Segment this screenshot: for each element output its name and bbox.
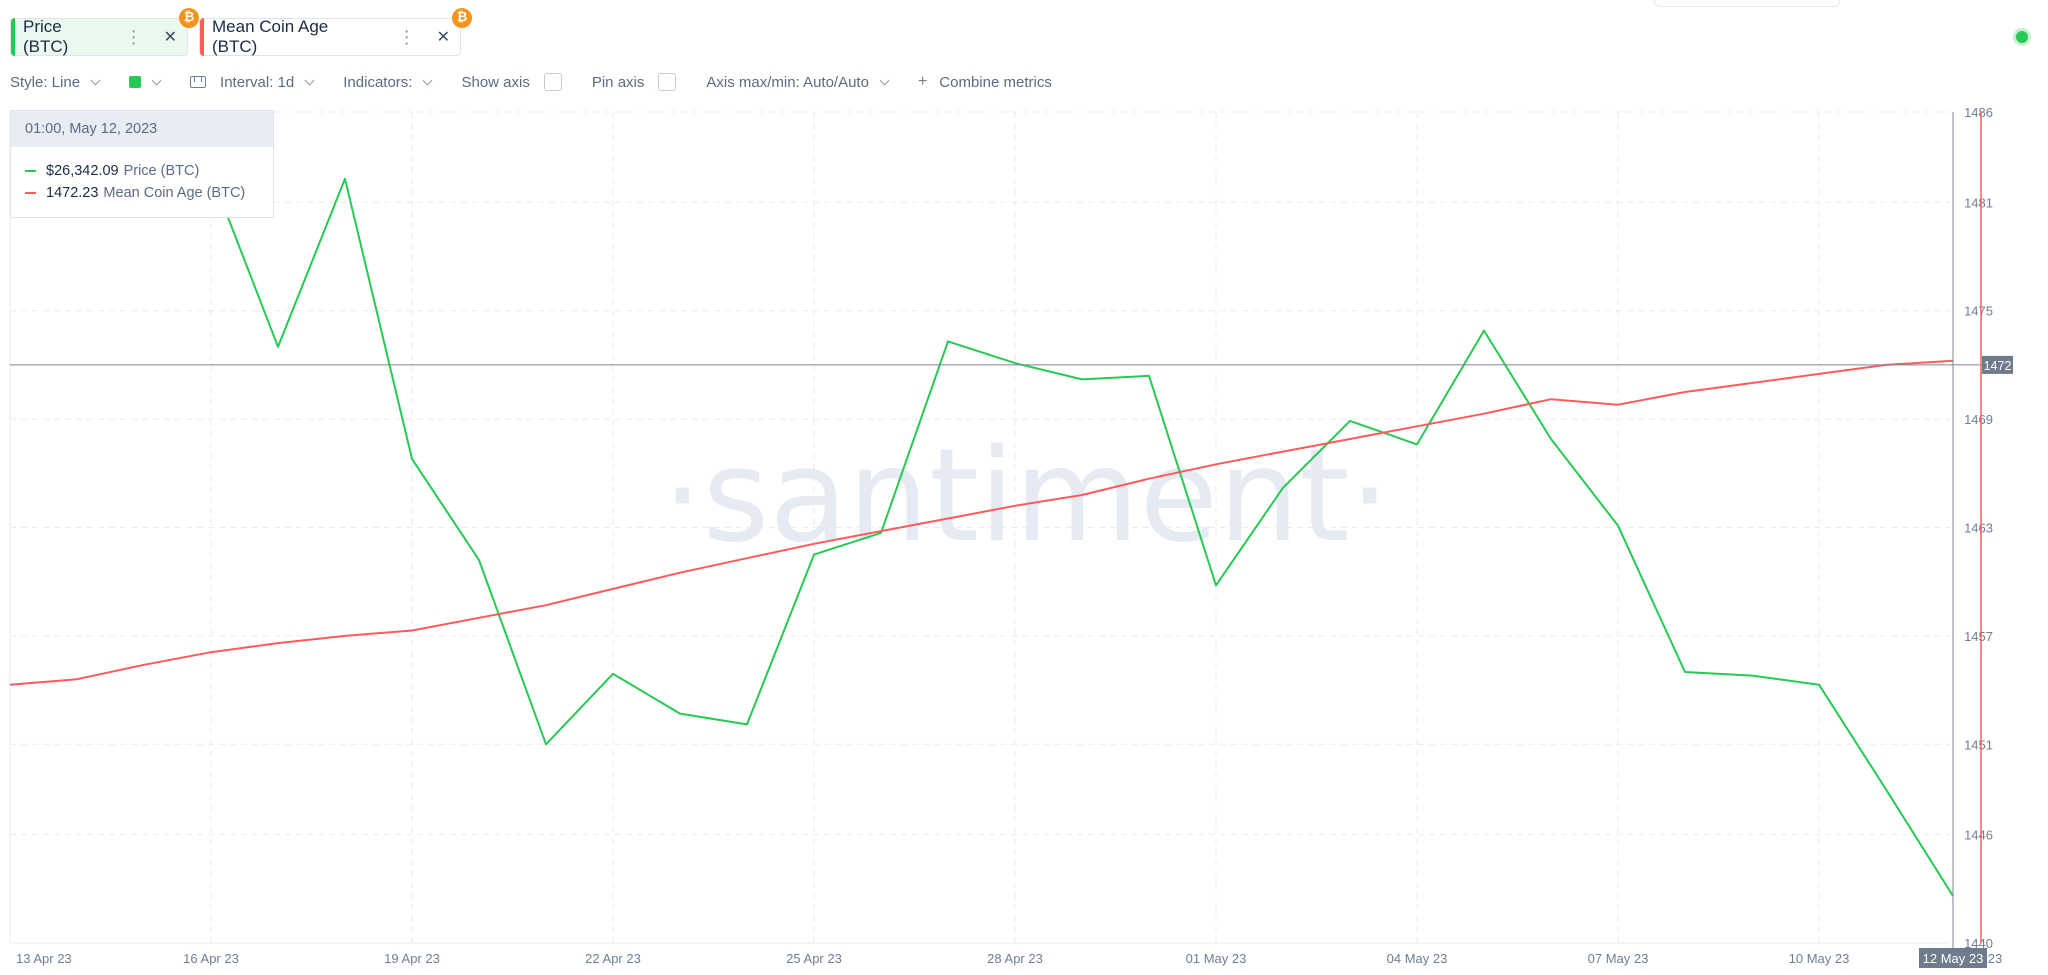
series-color-marker xyxy=(25,192,36,194)
current-date-label: 12 May 23 xyxy=(1923,951,1984,966)
x-axis-edge-label: 23 xyxy=(1988,951,2002,966)
x-axis-tick-label: 25 Apr 23 xyxy=(786,951,842,966)
x-axis-tick-label: 07 May 23 xyxy=(1588,951,1649,966)
x-axis-tick-label: 13 Apr 23 xyxy=(16,951,72,966)
tooltip-price-name: Price (BTC) xyxy=(123,163,200,179)
combine-metrics-label: Combine metrics xyxy=(939,73,1052,91)
x-axis-tick-label: 04 May 23 xyxy=(1387,951,1448,966)
bitcoin-icon: ₿ xyxy=(452,8,472,28)
tooltip-price-value: $26,342.09 xyxy=(46,163,119,179)
price-line xyxy=(210,173,1954,897)
x-axis-tick-label: 10 May 23 xyxy=(1789,951,1850,966)
pin-axis-checkbox[interactable] xyxy=(658,73,677,91)
y-axis-tick-label: 1451 xyxy=(1964,737,1993,752)
tooltip-age-name: Mean Coin Age (BTC) xyxy=(103,185,246,201)
y-axis-tick-label: 1486 xyxy=(1964,105,1993,120)
show-axis-label: Show axis xyxy=(461,73,530,91)
x-axis-tick-label: 19 Apr 23 xyxy=(384,951,440,966)
hover-tooltip: 01:00, May 12, 2023 $26,342.09 Price (BT… xyxy=(10,110,274,218)
interval-icon xyxy=(190,76,207,88)
combine-metrics-button[interactable]: + Combine metrics xyxy=(918,73,1052,91)
santiment-watermark: ·santiment· xyxy=(662,422,1390,571)
metric-color-bar xyxy=(11,18,15,56)
style-label: Style: Line xyxy=(10,73,81,91)
chart-axes: 1486 1481 1475 1469 1463 1457 1451 1446 1440 13 A… xyxy=(10,105,2013,968)
y-axis-tick-label: 1481 xyxy=(1964,195,1993,210)
y-axis-tick-label: 1457 xyxy=(1964,629,1993,644)
y-axis-tick-label: 1469 xyxy=(1964,412,1993,427)
chart-grid xyxy=(9,111,1950,944)
interval-label: Interval: 1d xyxy=(220,73,295,91)
tooltip-row-price: $26,342.09 Price (BTC) xyxy=(25,163,199,179)
indicators-dropdown[interactable]: Indicators: xyxy=(343,73,433,91)
close-icon[interactable]: ✕ xyxy=(436,29,450,46)
mean-coin-age-line xyxy=(9,359,1954,686)
style-dropdown[interactable]: Style: Line xyxy=(10,73,101,91)
y-axis-tick-label: 1463 xyxy=(1964,521,1993,536)
x-axis-tick-label: 01 May 23 xyxy=(1186,951,1247,966)
close-icon[interactable]: ✕ xyxy=(163,29,177,46)
indicators-label: Indicators: xyxy=(343,73,413,91)
show-axis-checkbox[interactable] xyxy=(543,73,562,91)
tooltip-date: 01:00, May 12, 2023 xyxy=(11,111,273,147)
color-swatch xyxy=(129,76,142,88)
show-axis-toggle[interactable]: Show axis xyxy=(461,73,562,91)
series-color-marker xyxy=(25,170,36,172)
axis-maxmin-dropdown[interactable]: Axis max/min: Auto/Auto xyxy=(706,73,890,91)
chart-series xyxy=(9,173,1954,897)
bitcoin-icon: ₿ xyxy=(179,8,199,28)
x-axis-tick-label: 22 Apr 23 xyxy=(585,951,641,966)
metric-color-bar xyxy=(200,18,204,56)
tooltip-age-value: 1472.23 xyxy=(46,185,99,201)
metric-label: Mean Coin Age (BTC) xyxy=(212,17,329,56)
pin-axis-label: Pin axis xyxy=(591,73,645,91)
current-value-label: 1472 xyxy=(1984,359,2012,373)
axis-maxmin-label: Axis max/min: Auto/Auto xyxy=(706,73,869,91)
y-axis-tick-label: 1440 xyxy=(1964,936,1993,951)
current-value-badge xyxy=(1982,355,2013,374)
x-axis-tick-label: 16 Apr 23 xyxy=(183,951,239,966)
metric-label: Price (BTC) xyxy=(23,17,69,56)
tooltip-row-mean-coin-age: 1472.23 Mean Coin Age (BTC) xyxy=(25,185,245,201)
plus-icon: + xyxy=(917,73,928,90)
chart-toolbar: Style: Line Interval: 1d Indicators: Sho… xyxy=(10,72,1082,92)
metric-tab-price[interactable]: Price (BTC) ⋮ ✕ ₿ xyxy=(10,8,199,56)
live-status-dot xyxy=(2016,31,2028,43)
pin-axis-toggle[interactable]: Pin axis xyxy=(592,73,677,91)
color-picker[interactable] xyxy=(129,75,162,88)
more-options-icon[interactable]: ⋮ xyxy=(397,26,416,47)
y-axis-tick-label: 1446 xyxy=(1964,828,1993,843)
y-axis-tick-label: 1475 xyxy=(1964,304,1993,319)
x-axis-tick-label: 28 Apr 23 xyxy=(987,951,1043,966)
interval-dropdown[interactable]: Interval: 1d xyxy=(190,73,315,91)
metric-tab-mean-coin-age[interactable]: Mean Coin Age (BTC) ⋮ ✕ ₿ xyxy=(199,8,472,56)
current-date-badge xyxy=(1919,948,1987,968)
more-options-icon[interactable]: ⋮ xyxy=(124,26,143,47)
